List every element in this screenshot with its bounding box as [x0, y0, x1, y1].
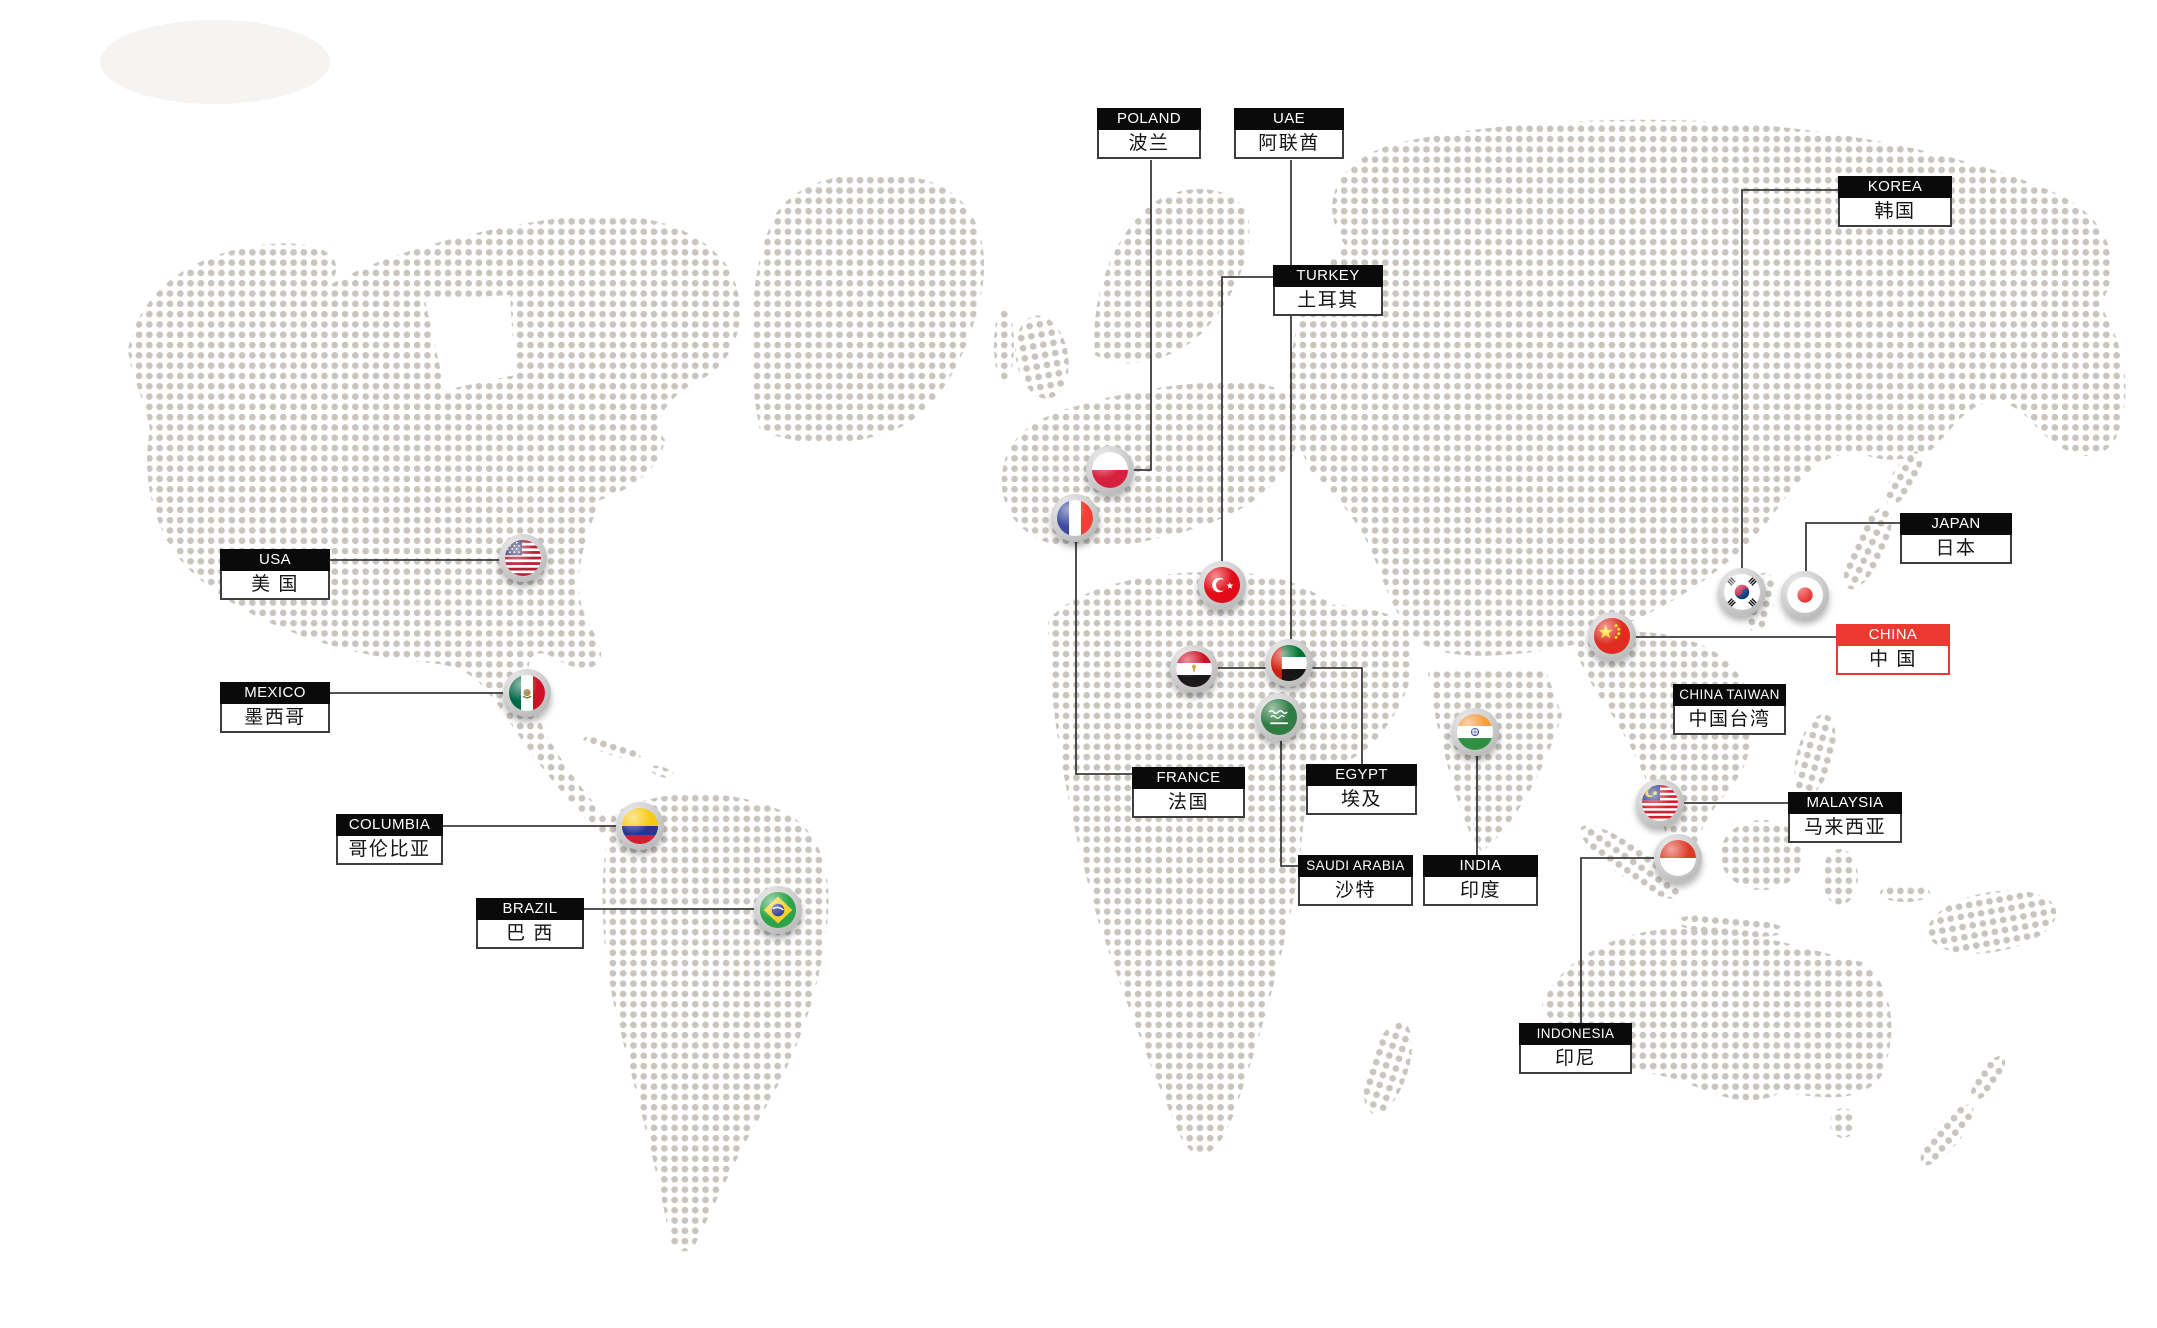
flag-marker-japan — [1781, 571, 1829, 619]
country-name-zh: 土耳其 — [1273, 287, 1383, 316]
flag-marker-saudi-arabia — [1255, 693, 1303, 741]
country-label-turkey: TURKEY 土耳其 — [1273, 265, 1383, 316]
country-label-brazil: BRAZIL 巴 西 — [476, 898, 584, 949]
country-label-korea: KOREA 韩国 — [1838, 176, 1952, 227]
flag-poland-icon — [1092, 452, 1128, 488]
country-name-en: BRAZIL — [476, 898, 584, 920]
country-name-zh: 阿联酋 — [1234, 130, 1344, 159]
country-name-en: COLUMBIA — [336, 814, 443, 836]
flag-saudi-arabia-icon — [1261, 699, 1297, 735]
country-name-en: INDIA — [1423, 855, 1538, 877]
flag-marker-malaysia — [1636, 779, 1684, 827]
flag-columbia-icon — [622, 808, 658, 844]
country-name-zh: 美 国 — [220, 571, 330, 600]
country-name-zh: 中国台湾 — [1673, 706, 1786, 735]
flag-marker-usa — [499, 534, 547, 582]
country-label-malaysia: MALAYSIA 马来西亚 — [1788, 792, 1902, 843]
flag-france-icon — [1057, 500, 1093, 536]
country-label-poland: POLAND 波兰 — [1097, 108, 1201, 159]
flag-marker-poland — [1086, 446, 1134, 494]
flag-marker-turkey — [1198, 561, 1246, 609]
country-name-zh: 波兰 — [1097, 130, 1201, 159]
connector-saudi-arabia — [1280, 717, 1298, 867]
country-name-zh: 沙特 — [1298, 877, 1413, 906]
flag-china-icon — [1594, 618, 1630, 654]
flag-turkey-icon — [1204, 567, 1240, 603]
country-name-zh: 日本 — [1900, 535, 2012, 564]
country-name-en: EGYPT — [1306, 764, 1417, 786]
flag-japan-icon — [1787, 577, 1823, 613]
country-name-zh: 印尼 — [1519, 1045, 1632, 1074]
connector-egypt — [1194, 667, 1363, 764]
flag-marker-mexico — [503, 669, 551, 717]
country-label-china: CHINA 中 国 — [1836, 624, 1950, 675]
flag-marker-korea — [1718, 568, 1766, 616]
country-label-uae: UAE 阿联酋 — [1234, 108, 1344, 159]
country-label-mexico: MEXICO 墨西哥 — [220, 682, 330, 733]
country-label-usa: USA 美 国 — [220, 549, 330, 600]
country-label-japan: JAPAN 日本 — [1900, 513, 2012, 564]
flag-usa-icon — [505, 540, 541, 576]
flag-marker-columbia — [616, 802, 664, 850]
country-label-china-taiwan: CHINA TAIWAN 中国台湾 — [1673, 684, 1786, 735]
country-name-en: CHINA TAIWAN — [1673, 684, 1786, 706]
flag-uae-icon — [1271, 645, 1307, 681]
country-name-en: JAPAN — [1900, 513, 2012, 535]
background-smudge — [100, 20, 330, 104]
flag-marker-china — [1588, 612, 1636, 660]
country-name-en: MALAYSIA — [1788, 792, 1902, 814]
flag-mexico-icon — [509, 675, 545, 711]
country-name-zh: 中 国 — [1836, 646, 1950, 675]
connector-indonesia — [1580, 857, 1678, 1023]
flag-egypt-icon — [1176, 651, 1212, 687]
country-name-zh: 墨西哥 — [220, 704, 330, 733]
flag-marker-indonesia — [1654, 834, 1702, 882]
country-name-zh: 马来西亚 — [1788, 814, 1902, 843]
connector-france — [1075, 518, 1132, 775]
country-name-en: INDONESIA — [1519, 1023, 1632, 1045]
connector-korea — [1741, 189, 1838, 592]
country-name-zh: 巴 西 — [476, 920, 584, 949]
country-name-en: SAUDI ARABIA — [1298, 855, 1413, 877]
flag-marker-brazil — [754, 886, 802, 934]
connector-poland — [1110, 160, 1152, 471]
flag-marker-egypt — [1170, 645, 1218, 693]
country-name-en: UAE — [1234, 108, 1344, 130]
country-label-saudi-arabia: SAUDI ARABIA 沙特 — [1298, 855, 1413, 906]
connector-turkey — [1221, 276, 1273, 585]
country-name-zh: 哥伦比亚 — [336, 836, 443, 865]
flag-malaysia-icon — [1642, 785, 1678, 821]
country-name-en: FRANCE — [1132, 767, 1245, 789]
country-label-indonesia: INDONESIA 印尼 — [1519, 1023, 1632, 1074]
country-name-en: POLAND — [1097, 108, 1201, 130]
country-label-columbia: COLUMBIA 哥伦比亚 — [336, 814, 443, 865]
country-name-en: TURKEY — [1273, 265, 1383, 287]
flag-marker-india — [1451, 708, 1499, 756]
country-name-zh: 法国 — [1132, 789, 1245, 818]
country-label-india: INDIA 印度 — [1423, 855, 1538, 906]
country-label-france: FRANCE 法国 — [1132, 767, 1245, 818]
flag-indonesia-icon — [1660, 840, 1696, 876]
flag-marker-france — [1051, 494, 1099, 542]
flag-india-icon — [1457, 714, 1493, 750]
country-name-en: MEXICO — [220, 682, 330, 704]
country-name-zh: 印度 — [1423, 877, 1538, 906]
country-name-zh: 埃及 — [1306, 786, 1417, 815]
flag-korea-icon — [1724, 574, 1760, 610]
flag-brazil-icon — [760, 892, 796, 928]
country-name-en: KOREA — [1838, 176, 1952, 198]
country-name-zh: 韩国 — [1838, 198, 1952, 227]
flag-marker-uae — [1265, 639, 1313, 687]
country-name-en: USA — [220, 549, 330, 571]
country-label-egypt: EGYPT 埃及 — [1306, 764, 1417, 815]
country-name-en: CHINA — [1836, 624, 1950, 646]
